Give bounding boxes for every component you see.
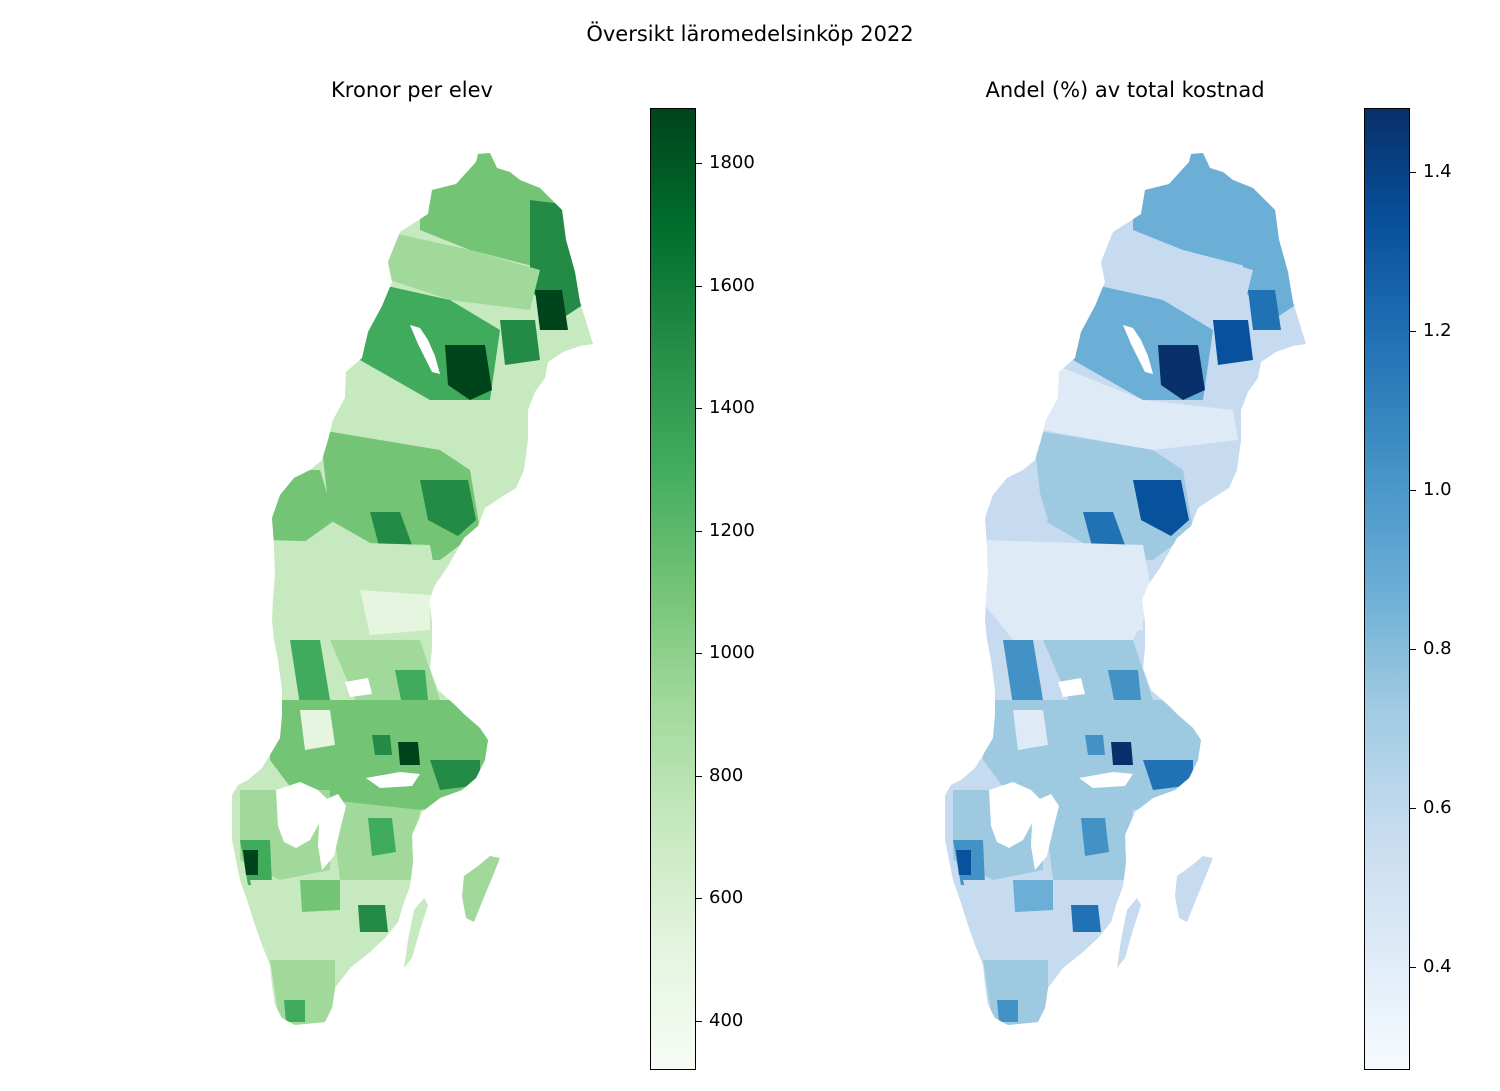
colorbar-tick-label: 0.4: [1423, 955, 1452, 977]
municipality-regions: [232, 153, 593, 1025]
colorbar-tick-label: 400: [709, 1009, 744, 1031]
islands-right: [1117, 856, 1213, 968]
colorbar-tick-label: 1.4: [1423, 160, 1452, 182]
colorbar-tick-mark: [696, 775, 702, 777]
colorbar-tick-label: 1800: [709, 152, 755, 174]
municipality-regions-blue: [945, 153, 1306, 1025]
colorbar-tick-label: 1600: [709, 274, 755, 296]
left-map-title: Kronor per elev: [331, 78, 493, 102]
islands: [404, 856, 500, 968]
colorbar-tick-label: 0.8: [1423, 637, 1452, 659]
colorbar-tick-mark: [696, 1020, 702, 1022]
colorbar-tick-mark: [696, 163, 702, 165]
colorbar-tick-mark: [1410, 648, 1416, 650]
colorbar-tick-label: 600: [709, 887, 744, 909]
colorbar-tick-label: 1400: [709, 397, 755, 419]
colorbar-tick-mark: [1410, 807, 1416, 809]
left-colorbar: [650, 108, 696, 1070]
figure-title: Översikt läromedelsinköp 2022: [586, 22, 914, 46]
colorbar-tick-label: 1.0: [1423, 478, 1452, 500]
colorbar-tick-label: 0.6: [1423, 796, 1452, 818]
right-map-title: Andel (%) av total kostnad: [985, 78, 1265, 102]
lakes: [276, 325, 440, 870]
colorbar-tick-label: 1000: [709, 642, 755, 664]
colorbar-tick-label: 1200: [709, 519, 755, 541]
right-colorbar: [1364, 108, 1410, 1070]
colorbar-tick-mark: [696, 530, 702, 532]
colorbar-tick-mark: [1410, 171, 1416, 173]
colorbar-tick-mark: [696, 653, 702, 655]
lakes-right: [989, 325, 1153, 870]
colorbar-tick-mark: [696, 285, 702, 287]
colorbar-tick-label: 800: [709, 764, 744, 786]
colorbar-tick-label: 1.2: [1423, 319, 1452, 341]
colorbar-tick-mark: [696, 408, 702, 410]
colorbar-tick-mark: [1410, 330, 1416, 332]
colorbar-tick-mark: [696, 898, 702, 900]
colorbar-tick-mark: [1410, 966, 1416, 968]
colorbar-tick-mark: [1410, 489, 1416, 491]
